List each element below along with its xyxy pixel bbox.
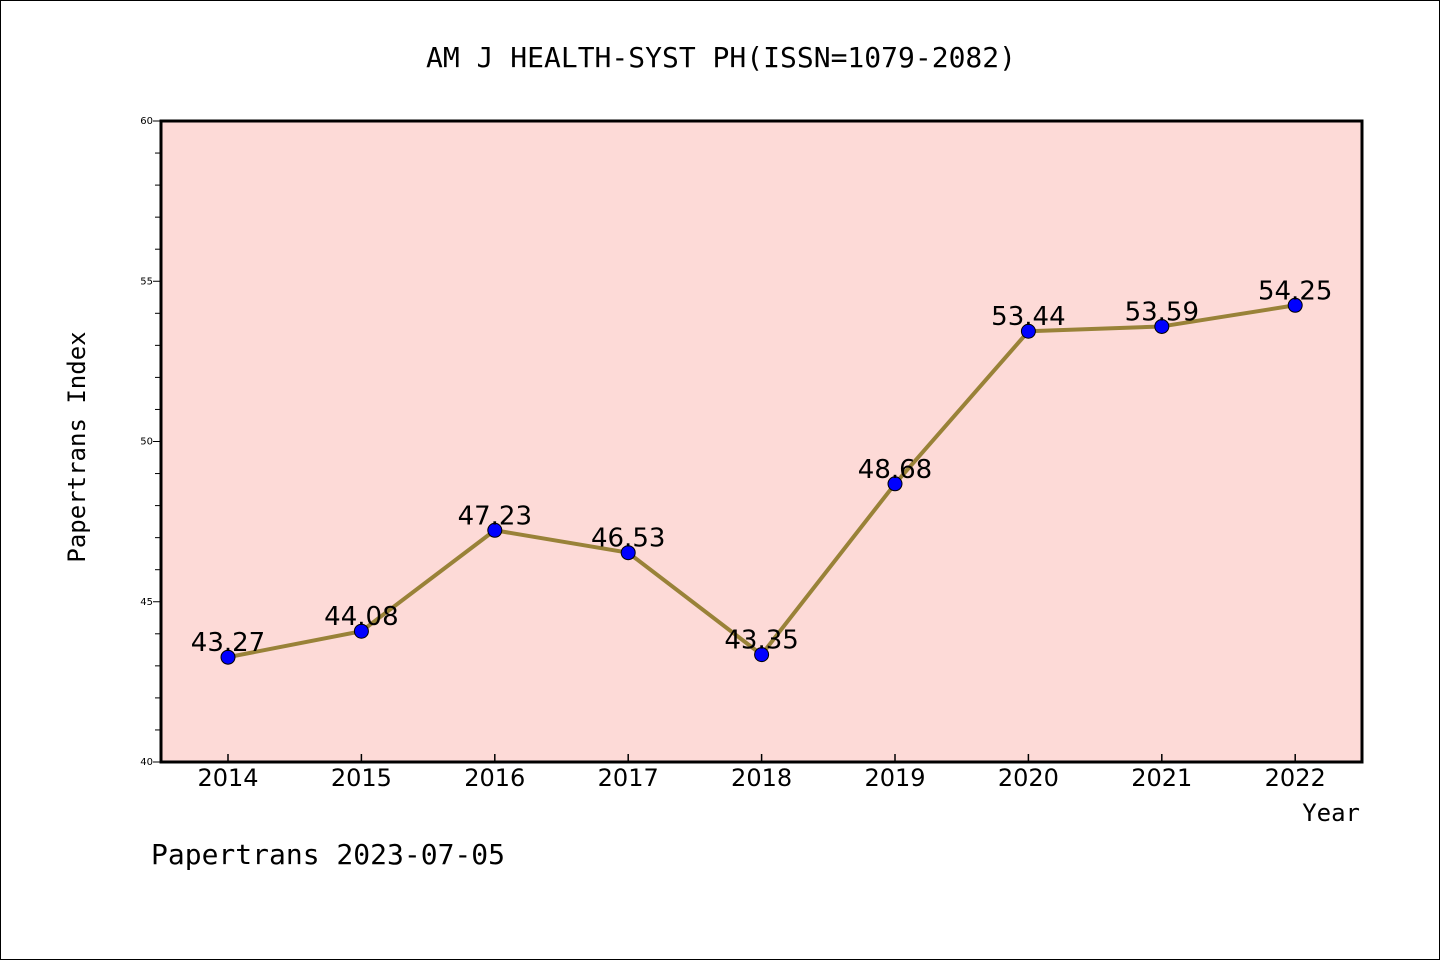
y-tick-label: 55 — [140, 276, 153, 287]
x-tick-label: 2014 — [197, 764, 258, 792]
plot-border — [159, 119, 1364, 764]
x-tick-label: 2021 — [1131, 764, 1192, 792]
x-axis: 2014 2015 2016 2017 2018 2019 2020 2021 2022 — [197, 754, 1326, 792]
data-label: 53.59 — [1125, 297, 1199, 327]
y-axis-title: Papertrans Index — [63, 331, 91, 562]
y-axis: 40 45 50 55 60 — [140, 116, 161, 768]
x-tick-label: 2017 — [598, 764, 659, 792]
footer-text: Papertrans 2023-07-05 — [151, 838, 505, 871]
y-tick-label: 50 — [140, 437, 153, 448]
data-label: 43.35 — [724, 626, 798, 656]
data-point — [887, 476, 903, 492]
data-point — [487, 522, 503, 538]
x-tick-label: 2019 — [864, 764, 925, 792]
x-tick-label: 2020 — [998, 764, 1059, 792]
data-point — [620, 545, 636, 561]
y-tick-label: 40 — [140, 757, 153, 768]
data-label: 48.68 — [858, 455, 932, 485]
data-point — [353, 623, 369, 639]
y-tick-label: 45 — [140, 597, 153, 608]
data-point — [754, 647, 770, 663]
data-label: 47.23 — [458, 501, 532, 531]
data-label: 53.44 — [991, 302, 1065, 332]
data-label: 54.25 — [1258, 276, 1332, 306]
data-point — [1287, 297, 1303, 313]
series-layer: 43.27 44.08 47.23 46.53 43.35 48.68 53.44 53.59… — [191, 276, 1332, 665]
y-tick-label: 60 — [140, 116, 153, 127]
chart-title: AM J HEALTH-SYST PH(ISSN=1079-2082) — [426, 41, 1016, 74]
data-point — [220, 649, 236, 665]
data-point — [1020, 323, 1036, 339]
data-label: 43.27 — [191, 628, 265, 658]
x-tick-label: 2015 — [331, 764, 392, 792]
x-axis-title: Year — [1302, 799, 1360, 827]
x-tick-label: 2018 — [731, 764, 792, 792]
data-label: 46.53 — [591, 524, 665, 554]
x-tick-label: 2022 — [1265, 764, 1326, 792]
data-point — [1154, 318, 1170, 334]
x-tick-label: 2016 — [464, 764, 525, 792]
data-label: 44.08 — [324, 602, 398, 632]
plot-area — [161, 121, 1362, 762]
